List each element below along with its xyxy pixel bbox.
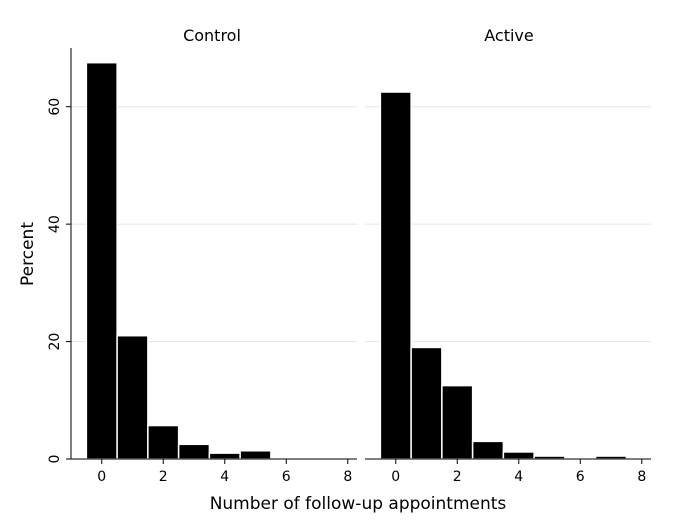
panel-control-x-tick-label-0: 0 <box>97 469 106 485</box>
y-tick-label-40: 40 <box>47 215 63 233</box>
panel-control: Control 0 2 4 6 8 0 20 40 60 <box>47 26 357 485</box>
panel-control-x-tick-label-8: 8 <box>343 469 352 485</box>
y-tick-label-20: 20 <box>47 333 63 351</box>
panel-control-bar-2 <box>147 424 180 460</box>
panel-active-bar-2 <box>441 384 474 460</box>
panel-active-x-tick-label-0: 0 <box>391 469 400 485</box>
panel-control-x-ticks: 0 2 4 6 8 <box>97 459 352 485</box>
y-tick-label-0: 0 <box>47 455 63 464</box>
panel-active-bar-3 <box>471 440 505 460</box>
panel-active-x-tick-label-2: 2 <box>453 469 462 485</box>
panel-active-bar-0 <box>379 91 412 460</box>
panel-active-x-ticks: 0 2 4 6 8 <box>391 459 646 485</box>
panel-active-x-tick-label-4: 4 <box>514 469 523 485</box>
panel-active-bar-4 <box>502 451 535 460</box>
panel-control-bars <box>85 61 334 460</box>
panel-control-x-tick-label-4: 4 <box>220 469 229 485</box>
y-tick-label-60: 60 <box>47 98 63 116</box>
x-axis-title: Number of follow-up appointments <box>210 494 507 514</box>
panel-active-title: Active <box>484 26 534 45</box>
panel-active-grid <box>365 106 651 343</box>
panel-control-bar-0 <box>85 61 118 460</box>
panel-control-x-tick-label-6: 6 <box>282 469 291 485</box>
panel-control-x-tick-label-2: 2 <box>159 469 168 485</box>
panel-control-bar-1 <box>116 334 149 460</box>
panel-control-bar-4 <box>208 452 241 460</box>
panel-active-bar-1 <box>410 346 443 460</box>
panel-control-y-ticks: 0 20 40 60 <box>47 98 71 464</box>
panel-control-title: Control <box>183 26 241 45</box>
y-axis-title: Percent <box>18 222 38 286</box>
panel-active-x-tick-label-6: 6 <box>576 469 585 485</box>
panel-control-bar-5 <box>239 450 272 460</box>
panel-control-bar-3 <box>177 443 211 460</box>
panel-active-bars <box>379 91 628 460</box>
panel-active: Active 0 2 4 6 8 <box>365 26 651 485</box>
panel-active-x-tick-label-8: 8 <box>637 469 646 485</box>
